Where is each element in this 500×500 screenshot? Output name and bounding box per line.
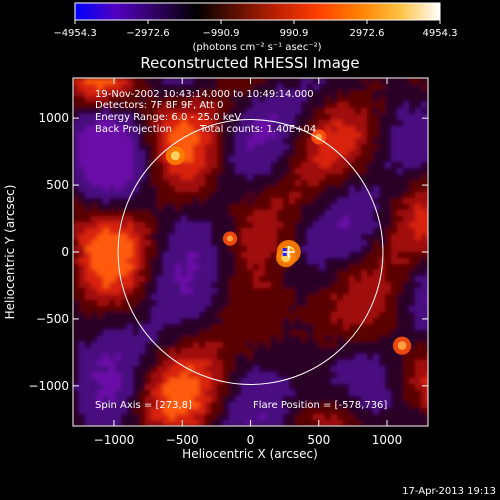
colorbar-gradient <box>74 2 441 21</box>
y-axis-label: Heliocentric Y (arcsec) <box>3 185 17 320</box>
y-tick-label: −1000 <box>28 379 69 393</box>
annotation-counts: Total counts: 1.40E+04 <box>199 124 316 135</box>
y-tick-label: −500 <box>36 312 69 326</box>
colorbar-tick-label: 4954.3 <box>423 28 458 39</box>
colorbar-tick-label: −4954.3 <box>53 28 96 39</box>
plot-area: −1000 −500 0 500 1000 −1000 −500 0 500 1000 <box>28 77 429 447</box>
bright-spot-core <box>315 133 323 141</box>
x-tick-label: 0 <box>247 433 255 447</box>
x-axis-label: Heliocentric X (arcsec) <box>182 447 318 461</box>
x-tick-label: −1000 <box>94 433 135 447</box>
x-tick-label: 1000 <box>372 433 403 447</box>
flare-marker <box>282 246 295 258</box>
bright-spot-core <box>170 151 180 161</box>
x-tick-label: −500 <box>166 433 199 447</box>
colorbar-tick-label: −990.9 <box>202 28 239 39</box>
colorbar: −4954.3 −2972.6 −990.9 990.9 2972.6 4954.3 (p… <box>53 2 458 53</box>
solar-limb-circle <box>117 119 384 385</box>
x-tick-label: 500 <box>307 433 330 447</box>
chart-title: Reconstructed RHESSI Image <box>140 54 359 72</box>
annotation-time: 19-Nov-2002 10:43:14.000 to 10:49:14.000 <box>95 89 314 100</box>
annotation-flare-position: Flare Position = [-578,736] <box>253 400 387 411</box>
annotation-method: Back Projection <box>95 124 172 135</box>
axis-ticks: −1000 −500 0 500 1000 −1000 −500 0 500 1000 <box>28 78 428 447</box>
colorbar-tick-label: 990.9 <box>280 28 309 39</box>
annotations: 19-Nov-2002 10:43:14.000 to 10:49:14.000… <box>95 89 387 411</box>
annotation-energy: Energy Range: 6.0 - 25.0 keV <box>95 112 241 123</box>
heatmap-image <box>73 78 428 426</box>
y-tick-label: 500 <box>46 178 69 192</box>
y-tick-label: 0 <box>61 245 69 259</box>
colorbar-ticks: −4954.3 −2972.6 −990.9 990.9 2972.6 4954.3 <box>53 20 458 39</box>
bright-spot-core <box>226 235 234 242</box>
render-timestamp: 17-Apr-2013 19:13 <box>402 486 496 497</box>
colorbar-unit-label: (photons cm⁻² s⁻¹ asec⁻²) <box>192 42 321 53</box>
colorbar-tick-label: 2972.6 <box>350 28 385 39</box>
annotation-detectors: Detectors: 7F 8F 9F, Att 0 <box>95 100 223 111</box>
colorbar-tick-label: −2972.6 <box>126 28 169 39</box>
bright-spot-core <box>397 341 407 350</box>
annotation-spin-axis: Spin Axis = [273,8] <box>95 400 192 411</box>
y-tick-label: 1000 <box>38 111 69 125</box>
